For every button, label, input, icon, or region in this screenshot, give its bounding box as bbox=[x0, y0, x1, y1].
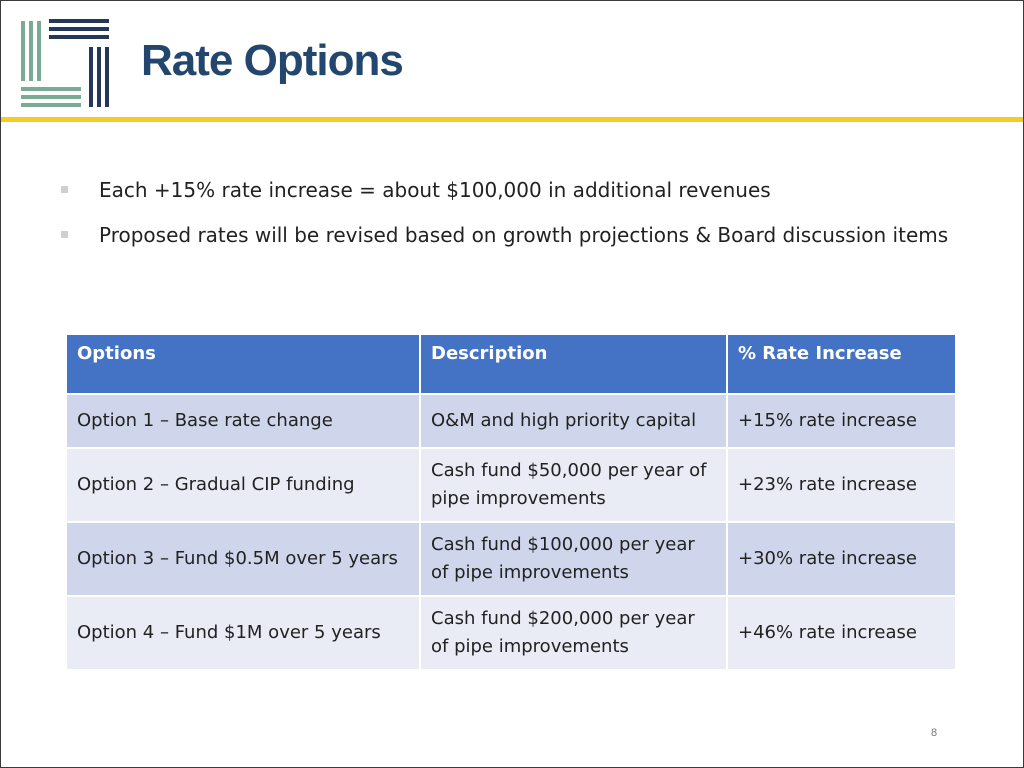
rate-increase-cell: +30% rate increase bbox=[726, 521, 957, 597]
bullet-text: Proposed rates will be revised based on … bbox=[99, 223, 949, 247]
table-row: Option 4 – Fund $1M over 5 years Cash fu… bbox=[65, 595, 957, 671]
bullet-item: Each +15% rate increase = about $100,000… bbox=[61, 175, 961, 205]
option-cell: Option 2 – Gradual CIP funding bbox=[65, 447, 421, 523]
rate-options-table: Options Description % Rate Increase Opti… bbox=[65, 333, 957, 671]
title-divider bbox=[1, 117, 1023, 122]
column-header-options: Options bbox=[65, 333, 421, 395]
square-bullet-icon bbox=[61, 186, 68, 193]
option-cell: Option 3 – Fund $0.5M over 5 years bbox=[65, 521, 421, 597]
column-header-description: Description bbox=[419, 333, 728, 395]
description-cell: Cash fund $200,000 per year of pipe impr… bbox=[419, 595, 728, 671]
description-cell: Cash fund $50,000 per year of pipe impro… bbox=[419, 447, 728, 523]
bullet-item: Proposed rates will be revised based on … bbox=[61, 220, 961, 250]
page-number: 8 bbox=[931, 727, 938, 739]
description-cell: Cash fund $100,000 per year of pipe impr… bbox=[419, 521, 728, 597]
column-header-rate-increase: % Rate Increase bbox=[726, 333, 957, 395]
table-header-row: Options Description % Rate Increase bbox=[65, 333, 957, 395]
option-cell: Option 1 – Base rate change bbox=[65, 393, 421, 449]
rate-increase-cell: +23% rate increase bbox=[726, 447, 957, 523]
table-row: Option 2 – Gradual CIP funding Cash fund… bbox=[65, 447, 957, 523]
rate-increase-cell: +15% rate increase bbox=[726, 393, 957, 449]
square-bullet-icon bbox=[61, 231, 68, 238]
bullet-list: Each +15% rate increase = about $100,000… bbox=[61, 175, 961, 265]
table-row: Option 3 – Fund $0.5M over 5 years Cash … bbox=[65, 521, 957, 597]
bullet-text: Each +15% rate increase = about $100,000… bbox=[99, 178, 771, 202]
slide-title: Rate Options bbox=[141, 36, 404, 85]
option-cell: Option 4 – Fund $1M over 5 years bbox=[65, 595, 421, 671]
rate-increase-cell: +46% rate increase bbox=[726, 595, 957, 671]
organization-logo-icon bbox=[21, 19, 109, 107]
description-cell: O&M and high priority capital bbox=[419, 393, 728, 449]
table-row: Option 1 – Base rate change O&M and high… bbox=[65, 393, 957, 449]
